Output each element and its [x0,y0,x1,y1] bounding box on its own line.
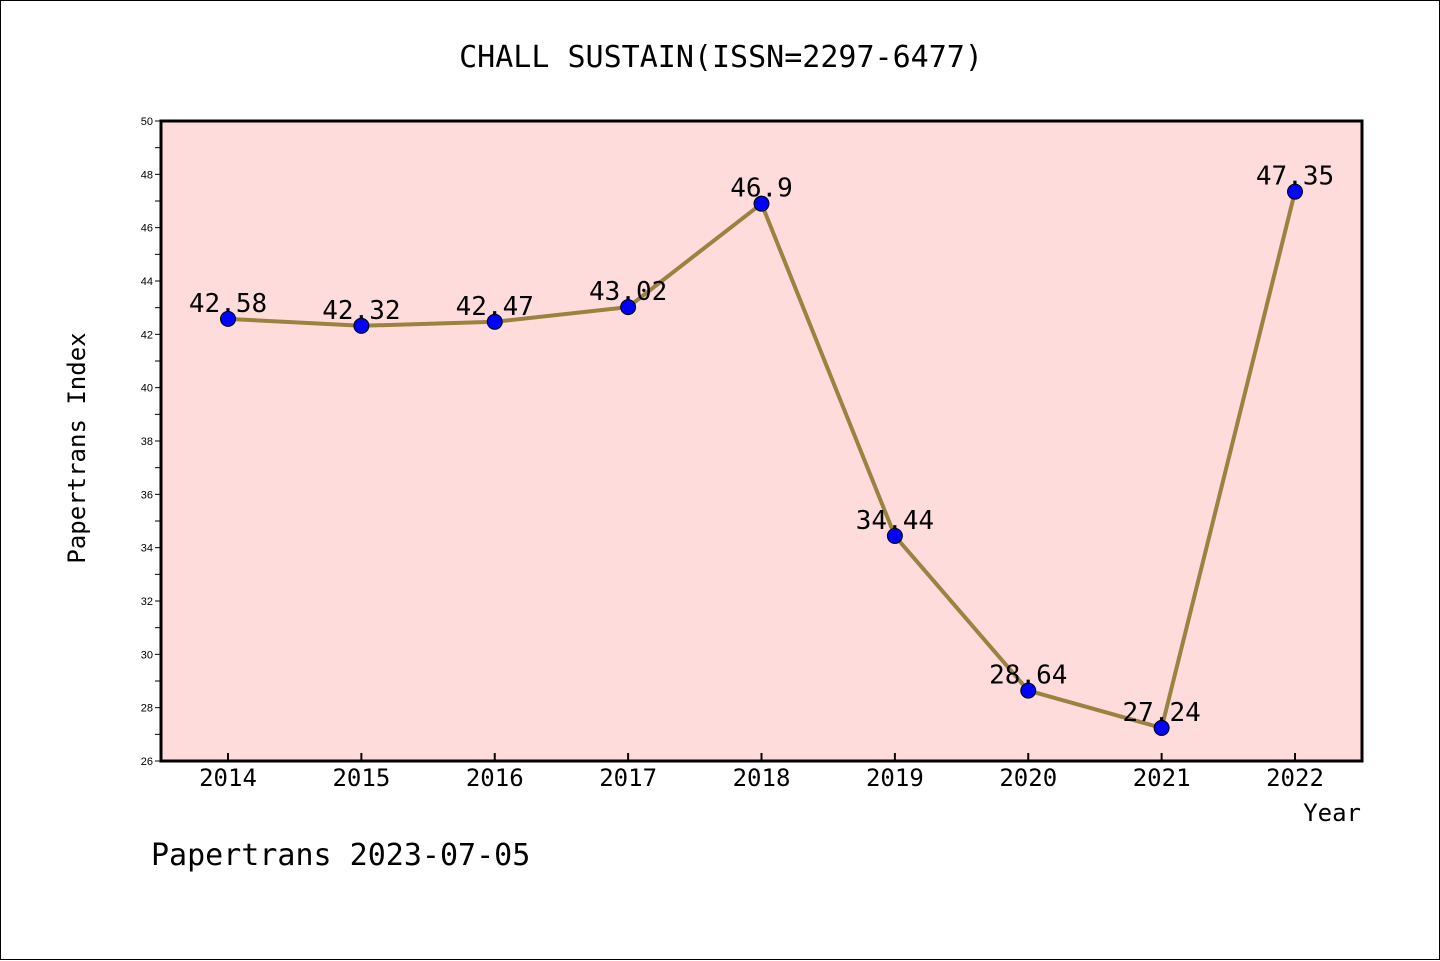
data-point [220,310,236,327]
data-point [1020,682,1037,699]
chart-title: CHALL SUSTAIN(ISSN=2297-6477) [459,40,983,75]
data-series: 42.58 42.32 42.47 43.0246.934.4428.6427.244… [189,162,1334,736]
data-point [1287,183,1303,200]
x-tick-label: 2020 [999,764,1057,792]
footer-text: Papertrans 2023-07-05 [151,838,530,873]
x-tick-label: 2018 [733,764,791,792]
y-tick-label: 32 [141,596,153,608]
x-tick-label: 2017 [599,764,657,792]
x-tick-label: 2016 [466,764,524,792]
x-axis: 2014 2015 2016 2017 2018 2019 2020 2021 2022 [199,753,1324,792]
y-tick-label: 46 [141,223,153,235]
y-axis: 26 28 30 32 34 36 38 40 42 44 46 48 50 [141,116,161,768]
y-tick-label: 38 [141,436,153,448]
y-tick-label: 26 [141,756,153,768]
y-tick-label: 42 [141,329,153,341]
data-point [753,195,770,212]
x-tick-label: 2021 [1133,764,1191,792]
data-point [486,313,503,330]
x-tick-label: 2014 [199,764,257,792]
y-tick-label: 48 [141,169,153,181]
data-point [620,299,637,316]
x-tick-label: 2022 [1266,764,1324,792]
y-axis-label: Papertrans Index [63,332,91,563]
data-point [353,317,370,334]
y-tick-label: 50 [141,116,153,128]
plot-area [159,119,1364,763]
y-tick-label: 36 [141,489,153,501]
data-point [1153,719,1170,736]
x-axis-label: Year [1303,799,1361,827]
y-tick-label: 28 [141,703,153,715]
x-tick-label: 2019 [866,764,924,792]
y-tick-label: 44 [141,276,153,288]
data-point [886,527,903,544]
y-tick-label: 34 [141,543,153,555]
y-tick-label: 40 [141,383,153,395]
x-tick-label: 2015 [332,764,390,792]
y-tick-label: 30 [141,649,153,661]
